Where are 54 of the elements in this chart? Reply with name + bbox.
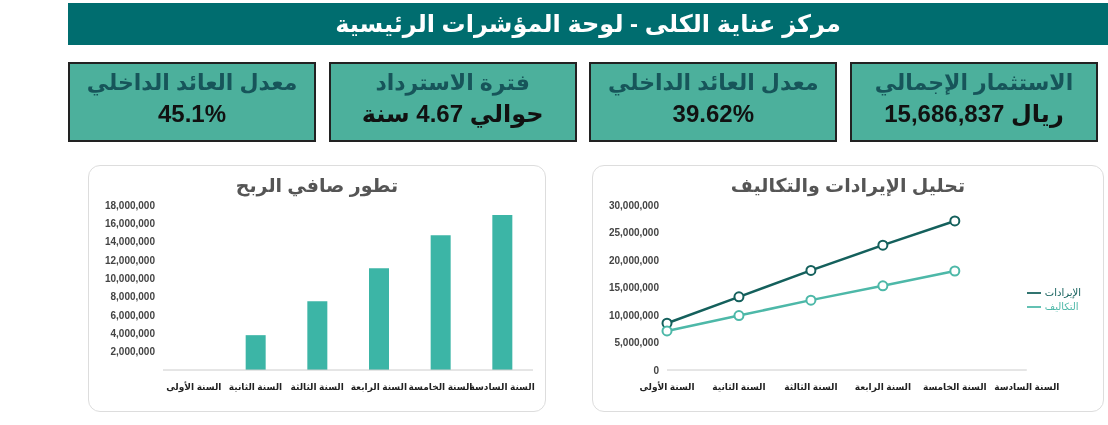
y-tick-label: 18,000,000 (104, 199, 156, 211)
y-tick-label: 0 (653, 364, 660, 376)
x-tick-label: السنة الأولى (639, 381, 695, 393)
text: مركز عناية الكلى - لوحة المؤشرات الرئيسية (68, 3, 1108, 45)
y-tick-label: 6,000,000 (110, 309, 156, 321)
x-tick-label: السنة الثانية (228, 382, 283, 392)
text: الاستثمار الإجمالي (873, 70, 1075, 96)
text: 39.62% (671, 100, 755, 128)
x-tick-label: السنة الثالثة (784, 382, 838, 392)
x-tick-label: السنة الثانية (712, 382, 766, 392)
bar (430, 235, 451, 370)
point (661, 325, 673, 337)
point (877, 239, 889, 251)
text: فترة الاسترداد (374, 70, 531, 96)
y-tick-label: 12,000,000 (104, 254, 156, 266)
y-tick-label: 4,000,000 (110, 327, 156, 339)
y-tick-label: 15,000,000 (608, 282, 660, 294)
legend-label: التكاليف (1044, 300, 1079, 312)
x-tick-label: السنة الخامسة (408, 382, 473, 392)
x-tick-label: السنة الرابعة (854, 382, 912, 393)
x-tick-label: السنة الرابعة (350, 382, 407, 393)
y-tick-label: 10,000,000 (608, 309, 660, 321)
x-tick-label: السنة الأولى (166, 381, 222, 393)
bar (492, 215, 513, 370)
y-tick-label: 20,000,000 (608, 254, 660, 266)
point (949, 265, 961, 277)
y-tick-label: 25,000,000 (608, 227, 660, 239)
text: معدل العائد الداخلي (85, 70, 299, 96)
y-tick-label: 16,000,000 (104, 217, 156, 229)
y-tick-label: 8,000,000 (110, 291, 156, 303)
legend-label: الإيرادات (1044, 286, 1081, 298)
point (805, 294, 817, 306)
y-tick-label: 5,000,000 (614, 337, 660, 349)
y-tick-label: 2,000,000 (110, 346, 156, 358)
text: ريال 15,686,837 (883, 100, 1065, 128)
y-tick-label: 14,000,000 (104, 236, 156, 248)
y-tick-label: 10,000,000 (104, 272, 156, 284)
text: حوالي 4.67 سنة (360, 100, 545, 128)
y-tick-label: 30,000,000 (608, 199, 660, 211)
x-tick-label: السنة الخامسة (922, 382, 987, 392)
point (733, 310, 745, 322)
chart-title: تحليل الإيرادات والتكاليف (729, 174, 967, 197)
bar (245, 335, 266, 370)
point (877, 280, 889, 292)
point (733, 291, 745, 303)
point (949, 215, 961, 227)
x-tick-label: السنة السادسة (994, 382, 1060, 392)
text: 45.1% (156, 100, 228, 128)
bar (307, 301, 328, 370)
point (805, 264, 817, 276)
x-tick-label: السنة الثالثة (290, 382, 344, 392)
bar (369, 268, 389, 370)
chart-title: تطور صافي الربح (234, 174, 400, 197)
text: معدل العائد الداخلي (607, 70, 820, 96)
